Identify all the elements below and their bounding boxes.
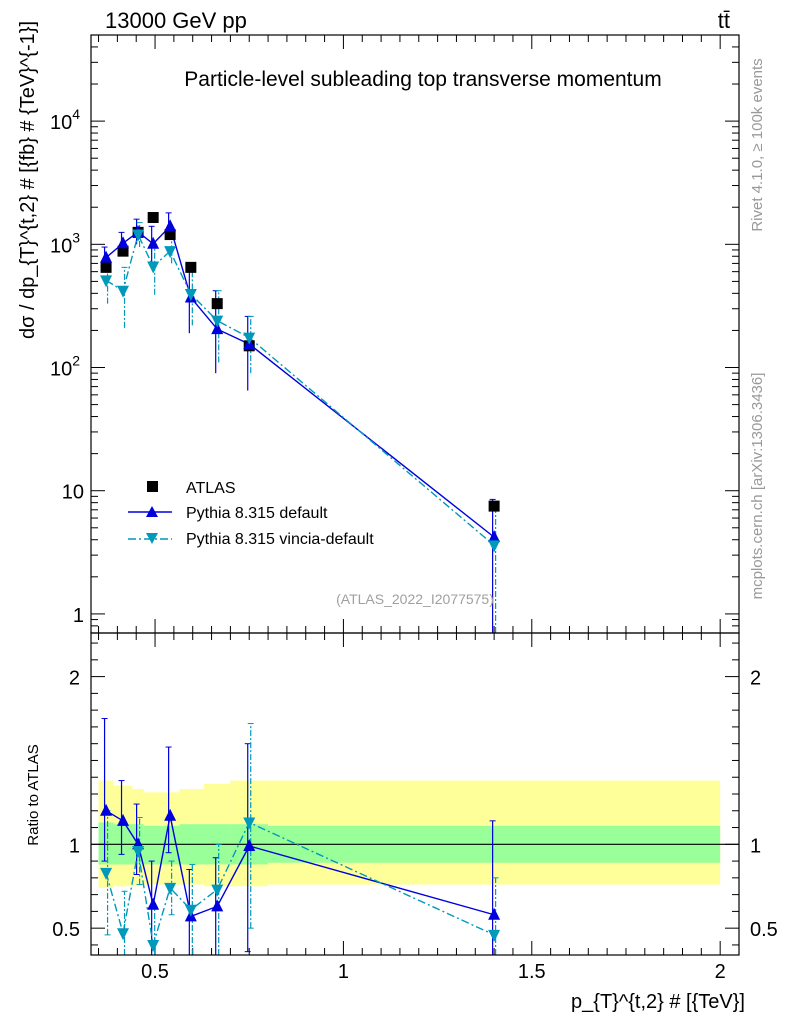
ratio-vincia-point (100, 867, 113, 880)
legend-label-atlas: ATLAS (186, 480, 236, 497)
ratio-band-inner (143, 825, 163, 865)
x-tick-label: 2 (715, 961, 726, 983)
ratio-y-tick-label-left: 2 (69, 668, 80, 690)
analysis-id: (ATLAS_2022_I2077575) (336, 591, 494, 607)
ratio-y-tick-label-right: 1 (750, 835, 761, 857)
ratio-y-tick-label-left: 1 (69, 835, 80, 857)
energy-label: 13000 GeV pp (105, 8, 247, 33)
atlas-point (211, 298, 223, 310)
legend-marker-default (146, 506, 158, 517)
default-point (211, 322, 224, 335)
ratio-default-point (211, 899, 224, 912)
vincia-point (132, 229, 145, 242)
vincia-point (488, 540, 501, 553)
x-axis-label: p_{T}^{t,2} # [{TeV}] (571, 991, 745, 1013)
ratio-vincia-point (147, 939, 160, 952)
default-point (147, 236, 160, 249)
ratio-default-point (117, 813, 130, 826)
ratio-default-point (147, 897, 160, 910)
vincia-point (147, 261, 160, 274)
atlas-point (185, 261, 197, 273)
vincia-point (243, 332, 256, 345)
main-y-tick-label: 104 (50, 106, 80, 134)
default-point (488, 530, 501, 543)
ratio-vincia-point (211, 884, 224, 897)
series-line-vincia (105, 232, 495, 546)
ratio-default-point (243, 838, 256, 851)
legend-label-default: Pythia 8.315 default (186, 505, 328, 522)
series-line-default (105, 224, 495, 538)
chart-title: Particle-level subleading top transverse… (184, 68, 661, 91)
ratio-band-inner (98, 822, 114, 865)
ratio-default-point (164, 808, 177, 821)
main-y-tick-label: 103 (50, 229, 80, 257)
ratio-y-tick-label-left: 0.5 (52, 919, 80, 941)
default-point (100, 250, 113, 263)
ratio-y-tick-label-right: 2 (750, 668, 761, 690)
ratio-panel-frame (90, 632, 740, 956)
process-label: tt̄ (718, 8, 730, 33)
ratio-vincia-point (243, 817, 256, 830)
main-panel: 1 10 102 103 104 (50, 34, 739, 634)
default-point (164, 219, 177, 232)
ratio-default-point (488, 907, 501, 920)
default-point (117, 236, 130, 249)
main-y-tick-label: 10 (62, 482, 84, 504)
x-tick-label: 0.5 (141, 961, 169, 983)
ratio-default-point (100, 803, 113, 816)
ratio-y-tick-label-right: 0.5 (750, 919, 778, 941)
main-y-axis-label: dσ / dp_{T}^{t,2} # [{fb} # {TeV}^{-1}] (17, 21, 39, 339)
ratio-vincia-point (132, 846, 145, 859)
legend: ATLAS Pythia 8.315 default Pythia 8.315 … (128, 480, 374, 548)
mcplots-label: mcplots.cern.ch [arXiv:1306.3436] (749, 373, 766, 600)
legend-marker-vincia (146, 533, 158, 544)
vincia-point (164, 246, 177, 259)
ratio-vincia-point (117, 928, 130, 941)
ratio-y-axis-label: Ratio to ATLAS (25, 744, 42, 845)
vincia-point (117, 285, 130, 298)
vincia-point (211, 315, 224, 328)
x-tick-label: 1.5 (518, 961, 546, 983)
ratio-vincia-point (164, 882, 177, 895)
ratio-panel: 0.5 0.5 1 1 2 2 0.5 1 1.5 2 (52, 633, 778, 983)
atlas-point (100, 261, 112, 273)
legend-marker-atlas (147, 481, 158, 492)
x-tick-label: 1 (338, 961, 349, 983)
main-y-tick-label: 1 (73, 605, 84, 627)
ratio-vincia-point (184, 904, 197, 917)
atlas-point (117, 245, 129, 257)
ratio-vincia-point (488, 929, 501, 942)
rivet-label: Rivet 4.1.0, ≥ 100k events (749, 58, 766, 231)
atlas-point (147, 212, 159, 224)
main-y-tick-label: 102 (50, 353, 80, 381)
atlas-point (164, 229, 176, 241)
vincia-point (100, 275, 113, 288)
vincia-point (184, 289, 197, 302)
atlas-point (488, 500, 500, 512)
legend-label-vincia: Pythia 8.315 vincia-default (186, 531, 374, 548)
